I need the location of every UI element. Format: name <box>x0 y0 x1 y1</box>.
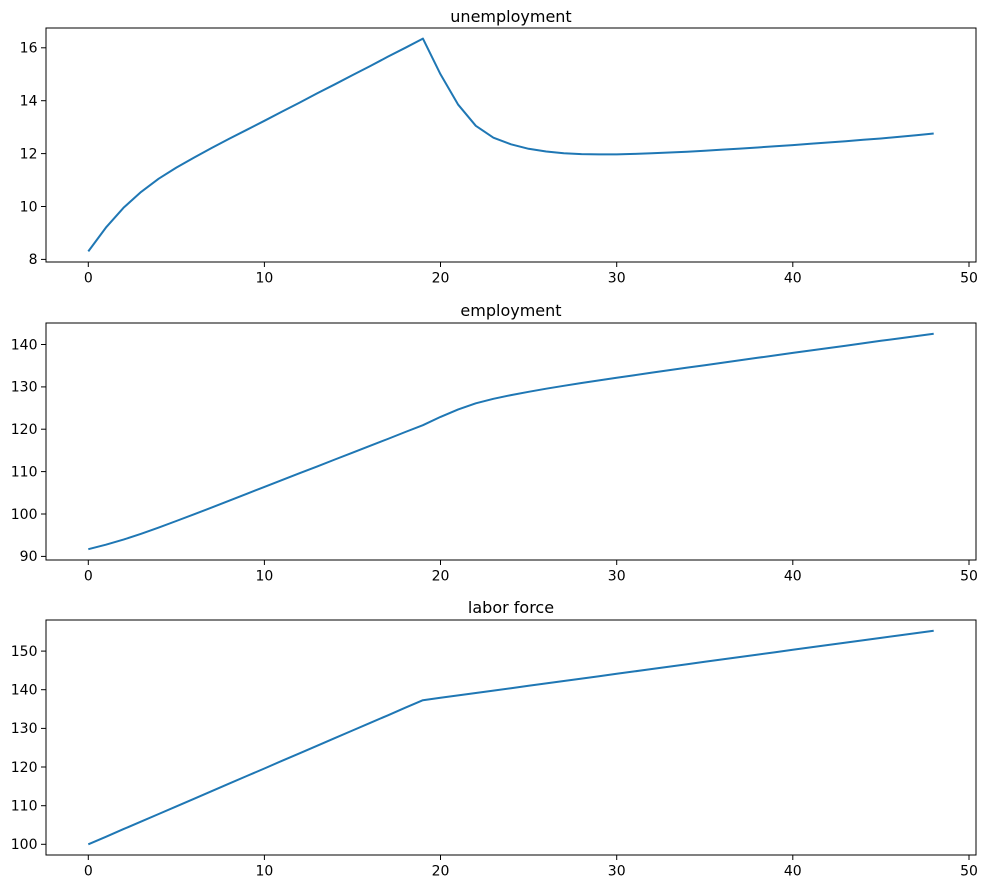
x-tick-label: 40 <box>784 864 802 880</box>
x-tick-label: 10 <box>255 569 273 585</box>
y-tick-label: 10 <box>20 199 38 215</box>
y-tick-label: 110 <box>11 799 38 815</box>
axes-frame <box>45 27 977 263</box>
x-tick-label: 30 <box>608 864 626 880</box>
chart-title-labor-force: labor force <box>467 598 555 617</box>
x-tick-label: 0 <box>84 271 93 287</box>
subplot-employment: 0 10 20 30 40 50 90 100 110 120 130 140 <box>11 322 978 585</box>
chart-title-unemployment: unemployment <box>450 7 572 26</box>
y-tick-label: 12 <box>20 146 38 162</box>
x-tick-label: 10 <box>255 864 273 880</box>
x-tick-label: 30 <box>608 569 626 585</box>
x-tick-label: 20 <box>432 271 450 287</box>
x-tick-label: 50 <box>960 864 978 880</box>
x-tick-label: 20 <box>432 864 450 880</box>
x-tick-label: 10 <box>255 271 273 287</box>
y-tick-label: 100 <box>11 837 38 853</box>
x-tick-label: 0 <box>84 864 93 880</box>
axes-frame <box>45 619 977 856</box>
x-tick-label: 0 <box>84 569 93 585</box>
y-tick-label: 90 <box>20 549 38 565</box>
y-tick-label: 120 <box>11 760 38 776</box>
x-tick-label: 30 <box>608 271 626 287</box>
series-line-labor-force <box>87 629 934 846</box>
axes-frame <box>45 322 977 561</box>
x-tick-label: 20 <box>432 569 450 585</box>
x-tick-label: 50 <box>960 569 978 585</box>
y-tick-label: 140 <box>11 683 38 699</box>
y-tick-label: 130 <box>11 380 38 396</box>
y-tick-label: 110 <box>11 464 38 480</box>
x-tick-label: 50 <box>960 271 978 287</box>
y-tick-label: 100 <box>11 507 38 523</box>
subplot-unemployment: 0 10 20 30 40 50 8 10 12 14 16 <box>20 27 978 287</box>
chart-title-employment: employment <box>460 301 562 320</box>
series-line-employment <box>88 332 934 551</box>
subplot-labor-force: 0 10 20 30 40 50 100 110 120 130 140 150 <box>11 619 978 880</box>
y-tick-label: 140 <box>11 337 38 353</box>
y-tick-label: 14 <box>20 94 38 110</box>
x-tick-label: 40 <box>784 569 802 585</box>
y-tick-label: 8 <box>29 252 38 268</box>
y-tick-label: 150 <box>11 644 38 660</box>
y-tick-label: 120 <box>11 422 38 438</box>
y-tick-label: 16 <box>20 41 38 57</box>
x-tick-label: 40 <box>784 271 802 287</box>
series-line-unemployment <box>87 37 934 252</box>
y-tick-label: 130 <box>11 721 38 737</box>
